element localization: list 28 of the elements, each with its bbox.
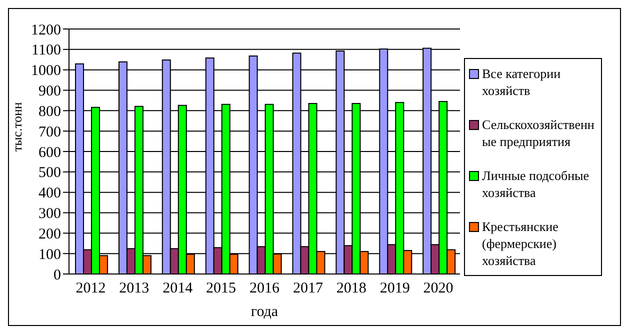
x-tick-label: 2017 [292,280,324,297]
legend-label: Все категории хозяйств [482,65,562,99]
legend-label: Крестьянские (фермерские) хозяйства [482,218,560,269]
legend-label: Сельскохозяйственные предприятия [482,116,596,150]
x-tick-label: 2016 [250,280,280,297]
legend-label: Личные подсобные хозяйства [482,167,590,201]
y-tick-label: 200 [38,226,61,242]
y-tick-label: 800 [38,104,61,120]
x-tick-label: 2012 [76,280,106,297]
x-tick-label: 2019 [380,280,410,297]
y-tick-label: 1100 [32,42,61,59]
y-tick-label: 900 [38,84,61,100]
y-tick-label: 600 [38,144,61,161]
y-tick-label: 300 [38,206,61,222]
y-tick-label: 100 [38,246,61,263]
x-tick-label: 2014 [162,280,194,297]
x-tick-label: 2020 [423,280,454,297]
y-tick-label: 400 [38,186,61,202]
x-tick-label: 2015 [206,280,236,297]
x-tick-label: 2013 [119,280,150,297]
y-tick-label: 0 [54,267,61,284]
x-axis-title: года [250,304,278,320]
x-tick-label: 2018 [336,280,366,297]
y-axis-title: тыс.тонн [10,102,25,152]
y-tick-label: 1200 [31,22,61,38]
y-tick-label: 500 [38,165,61,182]
y-tick-label: 1000 [31,63,61,80]
y-tick-label: 700 [38,124,61,140]
